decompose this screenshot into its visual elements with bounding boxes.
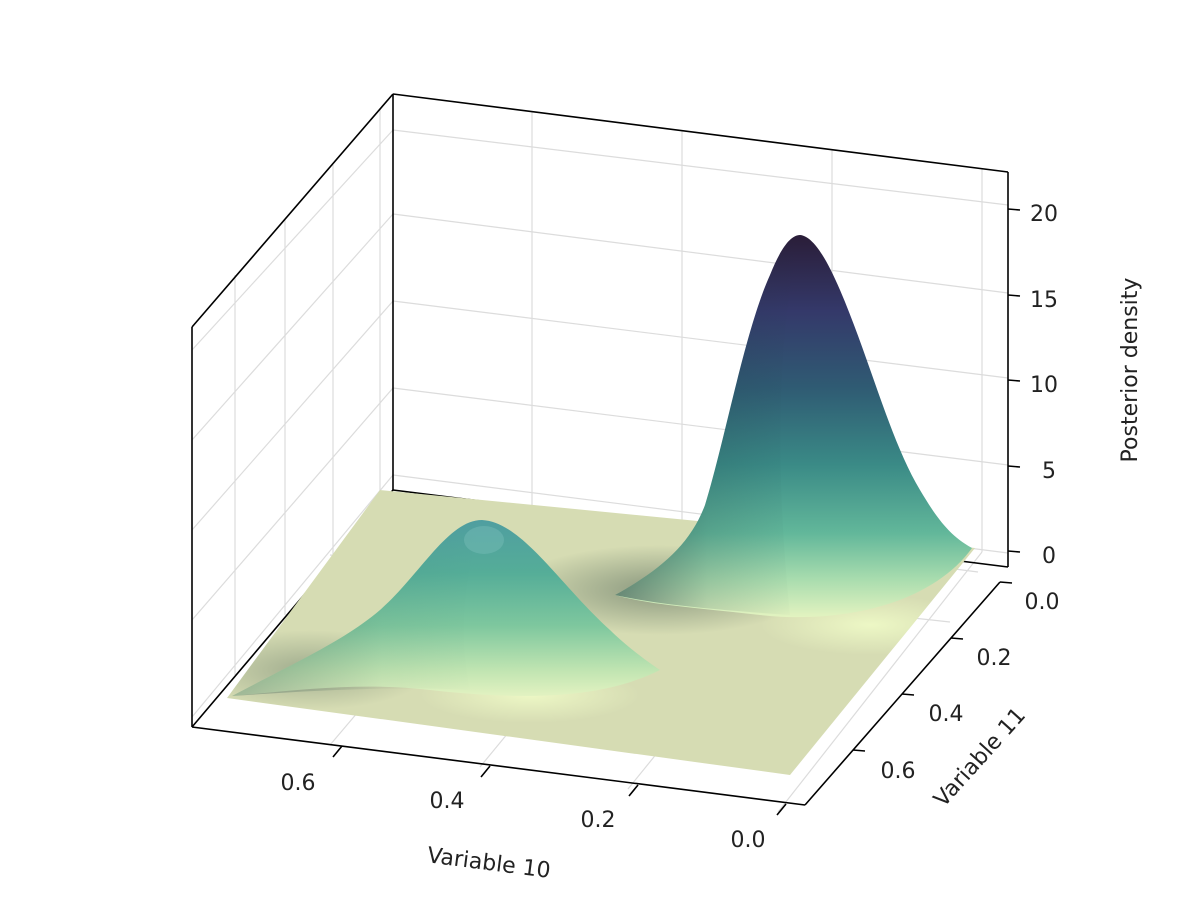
z-tick-label: 15 — [1030, 288, 1058, 313]
x-tick-label: 0.4 — [430, 789, 465, 814]
back-wall-grid — [392, 112, 1009, 554]
left-wall-grid — [191, 110, 394, 718]
z-axis-label: Posterior density — [1118, 278, 1143, 463]
y-tick-label: 0.0 — [1025, 590, 1060, 615]
y-tick-label: 0.6 — [881, 759, 916, 784]
z-axis: 0 5 10 15 20 Posterior density — [1007, 202, 1143, 569]
z-tick-label: 5 — [1042, 459, 1056, 484]
x-tick-label: 0.0 — [731, 828, 766, 853]
y-tick-label: 0.4 — [929, 702, 964, 727]
y-tick-label: 0.2 — [977, 646, 1012, 671]
surface — [227, 235, 975, 775]
z-tick-label: 10 — [1030, 373, 1058, 398]
x-axis: 0.6 0.4 0.2 0.0 Variable 10 — [281, 745, 787, 884]
z-tick-label: 0 — [1042, 544, 1056, 569]
x-tick-label: 0.6 — [281, 771, 316, 796]
z-tick-label: 20 — [1030, 202, 1058, 227]
x-axis-label: Variable 10 — [426, 843, 552, 884]
x-tick-label: 0.2 — [581, 808, 616, 833]
